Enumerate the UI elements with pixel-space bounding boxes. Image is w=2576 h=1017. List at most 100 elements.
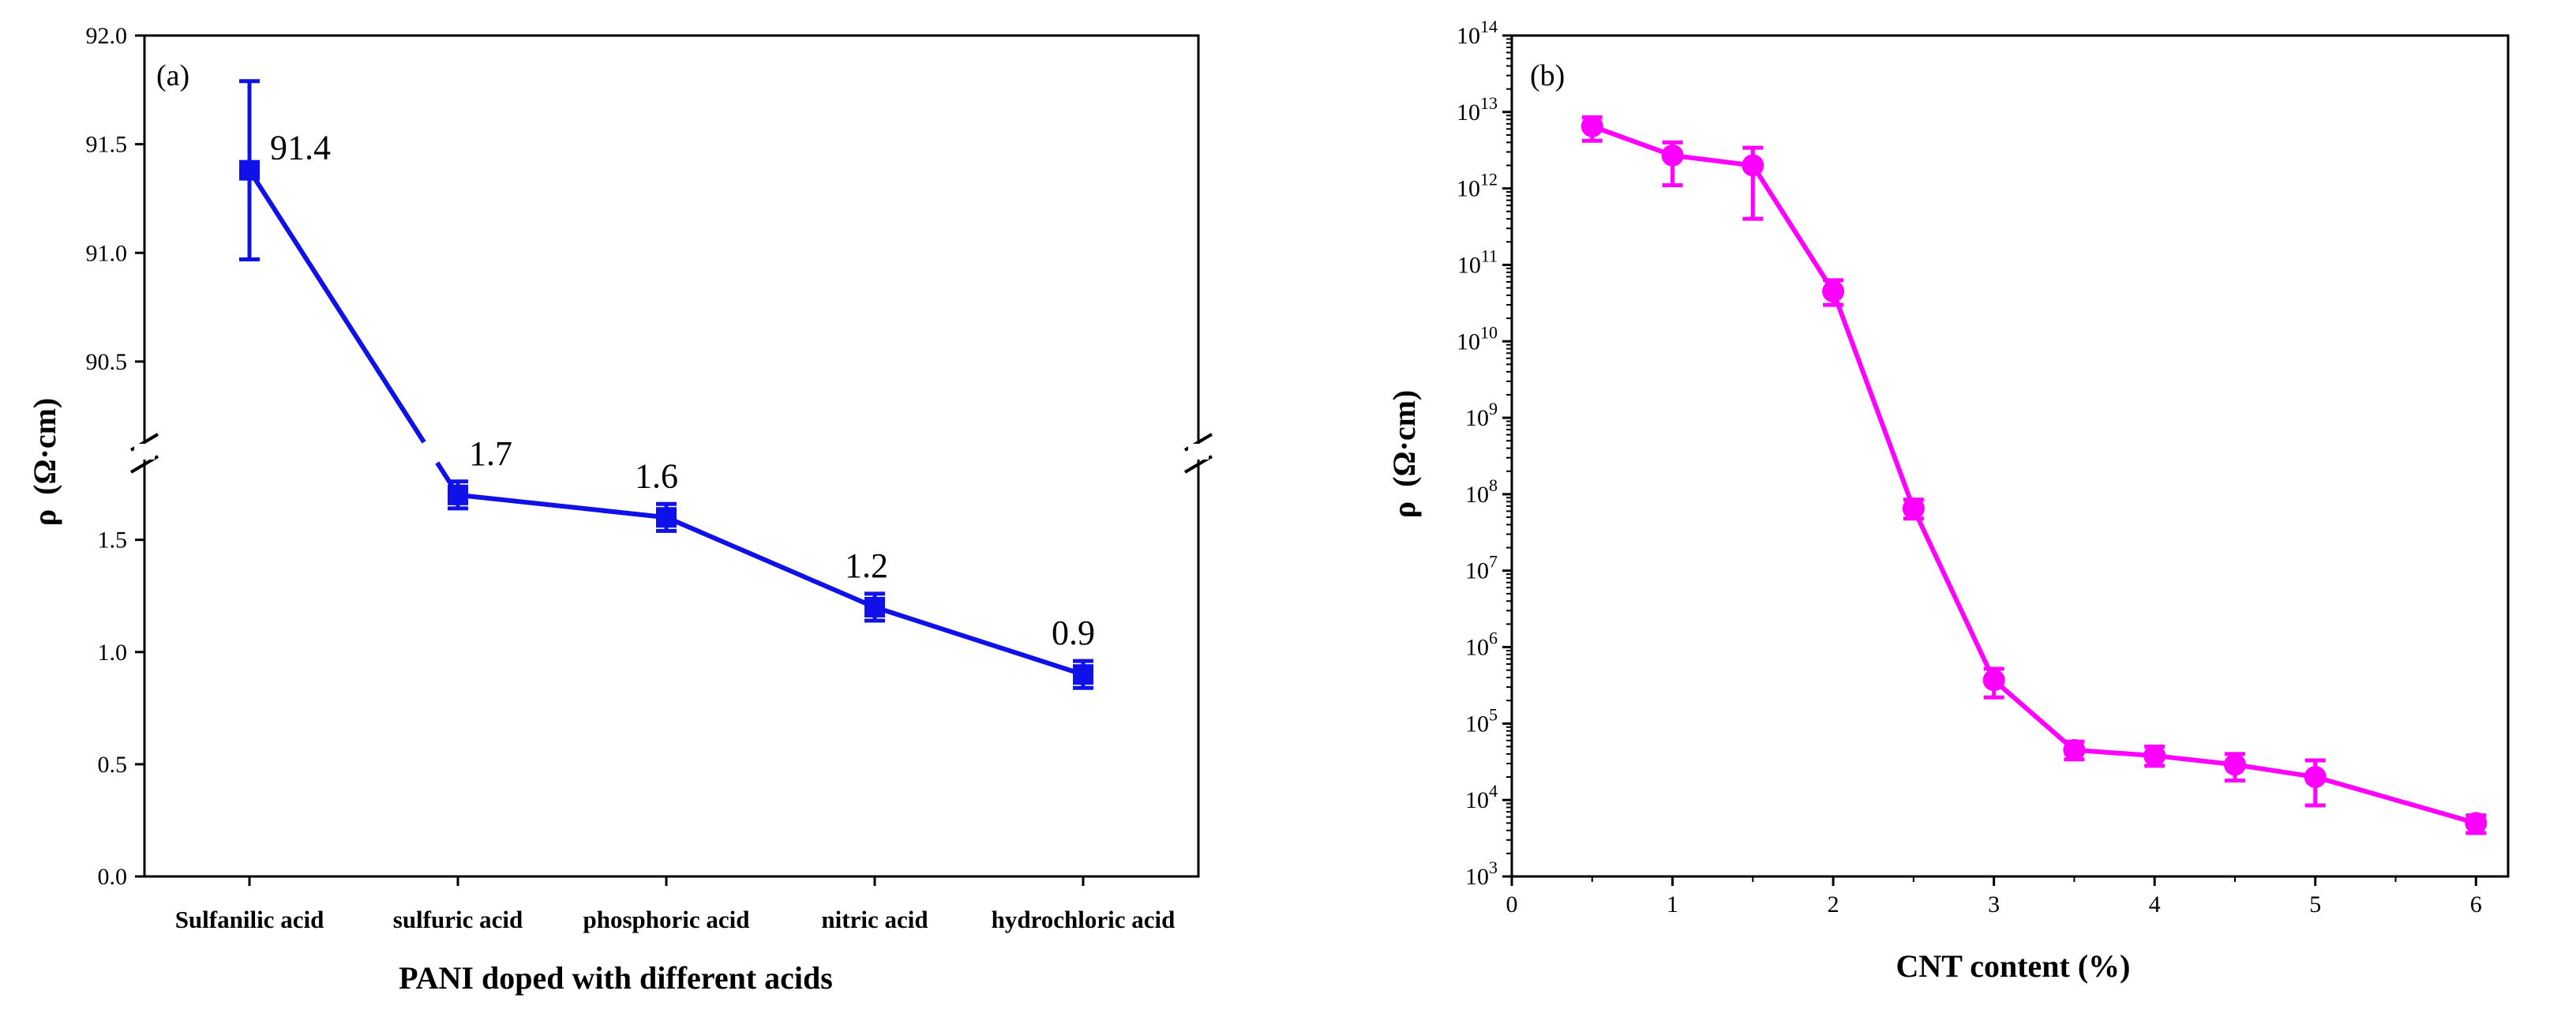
panel-a-y-axis-unit: (Ω·cm): [27, 398, 62, 495]
y-tick-label: 0.5: [98, 752, 128, 778]
y-tick-exponent: 8: [1489, 475, 1498, 495]
panel-a-label: (a): [156, 59, 189, 92]
y-tick-label: 0.0: [98, 864, 128, 890]
series-line: [1591, 124, 2477, 826]
y-tick-exponent: 4: [1489, 781, 1498, 801]
series-line-segment: [247, 169, 426, 444]
panel-b-y-ticks: 1031041051061071081091010101110121013101…: [1457, 17, 1512, 890]
y-tick-base: 10: [1457, 176, 1480, 202]
y-tick-label: 92.0: [86, 23, 128, 49]
panel-b-y-axis-title: ρ (Ω·cm): [1386, 390, 1422, 519]
y-tick-label: 1010: [1457, 322, 1498, 355]
data-point-marker: [2143, 745, 2166, 767]
panel-b-x-ticks: 0 1 2 3 4 5 6: [1506, 876, 2482, 918]
panel-b-label: (b): [1530, 59, 1565, 92]
data-point-marker: [448, 484, 468, 505]
y-tick-label: 1014: [1457, 17, 1498, 49]
panel-a-y-ticks: 90.5 91.0 91.5 92.0 0.0 0.5 1.0 1.5: [86, 23, 144, 890]
data-value-label: 91.4: [270, 129, 331, 167]
data-point-marker: [239, 159, 260, 181]
panel-a-series: [239, 79, 1093, 690]
y-tick-label: 1012: [1457, 170, 1498, 202]
x-tick-label: 1: [1667, 891, 1678, 918]
y-tick-exponent: 10: [1480, 322, 1498, 342]
y-tick-label: 91.0: [86, 240, 128, 266]
y-tick-label: 91.5: [86, 132, 128, 158]
series-line-segment: [874, 605, 1084, 677]
data-point-marker: [1073, 664, 1093, 685]
axis-break-left: [129, 433, 159, 474]
y-tick-label: 105: [1465, 704, 1498, 737]
series-line-segment: [665, 515, 876, 610]
panel-a-x-ticks: Sulfanilic acid sulfuric acid phosphoric a…: [175, 876, 1176, 933]
y-tick-label: 1011: [1457, 246, 1498, 278]
x-tick-label: 4: [2149, 891, 2161, 918]
data-point-marker: [1902, 497, 1925, 520]
y-tick-label: 1.5: [98, 527, 128, 554]
y-tick-exponent: 14: [1480, 17, 1498, 36]
y-tick-label: 104: [1465, 781, 1498, 813]
y-tick-base: 10: [1465, 482, 1489, 508]
y-tick-label: 109: [1465, 399, 1498, 431]
x-category-label: Sulfanilic acid: [175, 906, 324, 933]
data-point-marker: [656, 507, 677, 528]
panel-a-data-labels: 91.4 1.7 1.6 1.2 0.9: [270, 129, 1095, 653]
data-point-marker: [2465, 812, 2488, 835]
y-tick-label: 107: [1465, 552, 1498, 584]
data-point-marker: [1661, 144, 1684, 167]
y-tick-exponent: 13: [1480, 93, 1498, 113]
y-tick-base: 10: [1465, 711, 1489, 737]
x-tick-label: 3: [1988, 891, 2000, 918]
y-tick-exponent: 12: [1480, 170, 1498, 190]
panel-b-x-axis-title: CNT content (%): [1895, 948, 2130, 984]
data-point-marker: [864, 596, 885, 617]
y-tick-exponent: 5: [1489, 704, 1498, 724]
x-tick-label: 6: [2470, 891, 2482, 918]
data-point-marker: [1982, 669, 2005, 692]
y-tick-base: 10: [1457, 328, 1480, 355]
x-tick-label: 5: [2309, 891, 2321, 918]
y-tick-label: 90.5: [86, 349, 128, 375]
y-tick-label: 108: [1465, 475, 1498, 508]
data-value-label: 1.6: [635, 456, 678, 495]
y-tick-base: 10: [1457, 252, 1481, 278]
panel-b-frame: [1510, 34, 2510, 878]
y-tick-label: 1.0: [98, 640, 128, 666]
x-tick-label: 0: [1506, 891, 1518, 918]
data-point-marker: [2223, 753, 2246, 776]
y-tick-base: 10: [1457, 23, 1480, 49]
y-tick-label: 106: [1465, 629, 1498, 661]
data-value-label: 0.9: [1052, 614, 1095, 652]
y-tick-exponent: 3: [1489, 858, 1498, 877]
y-tick-base: 10: [1465, 558, 1489, 584]
y-tick-base: 10: [1465, 864, 1489, 890]
y-tick-base: 10: [1465, 405, 1489, 431]
panel-b-chart: 1031041051061071081091010101110121013101…: [1386, 17, 2510, 984]
y-tick-base: 10: [1465, 787, 1489, 813]
data-value-label: 1.7: [469, 434, 512, 473]
panel-b-y-axis-unit: (Ω·cm): [1386, 390, 1422, 487]
y-tick-label: 103: [1465, 858, 1498, 890]
axis-break-right: [1183, 433, 1213, 474]
x-category-label: hydrochloric acid: [992, 906, 1176, 933]
y-tick-exponent: 7: [1489, 552, 1498, 572]
data-point-marker: [1822, 280, 1845, 303]
panel-a-chart: 90.5 91.0 91.5 92.0 0.0 0.5 1.0 1.5 Sulfanilic …: [27, 23, 1213, 996]
data-point-marker: [1742, 154, 1764, 177]
x-category-label: phosphoric acid: [583, 906, 749, 933]
data-point-marker: [1580, 114, 1603, 137]
y-tick-base: 10: [1457, 99, 1480, 126]
panel-a-x-axis-title: PANI doped with different acids: [399, 960, 833, 996]
series-line-segment: [457, 492, 667, 520]
x-tick-label: 2: [1828, 891, 1839, 918]
data-point-marker: [2063, 738, 2086, 761]
data-value-label: 1.2: [845, 546, 888, 585]
panel-a-y-axis-symbol: ρ: [27, 509, 62, 526]
panel-a-y-axis-title: ρ (Ω·cm): [27, 398, 62, 527]
y-tick-exponent: 11: [1481, 246, 1498, 265]
x-category-label: sulfuric acid: [393, 906, 523, 933]
y-tick-exponent: 9: [1489, 399, 1498, 418]
panel-b-y-axis-symbol: ρ: [1386, 501, 1422, 518]
data-point-marker: [2304, 766, 2327, 789]
